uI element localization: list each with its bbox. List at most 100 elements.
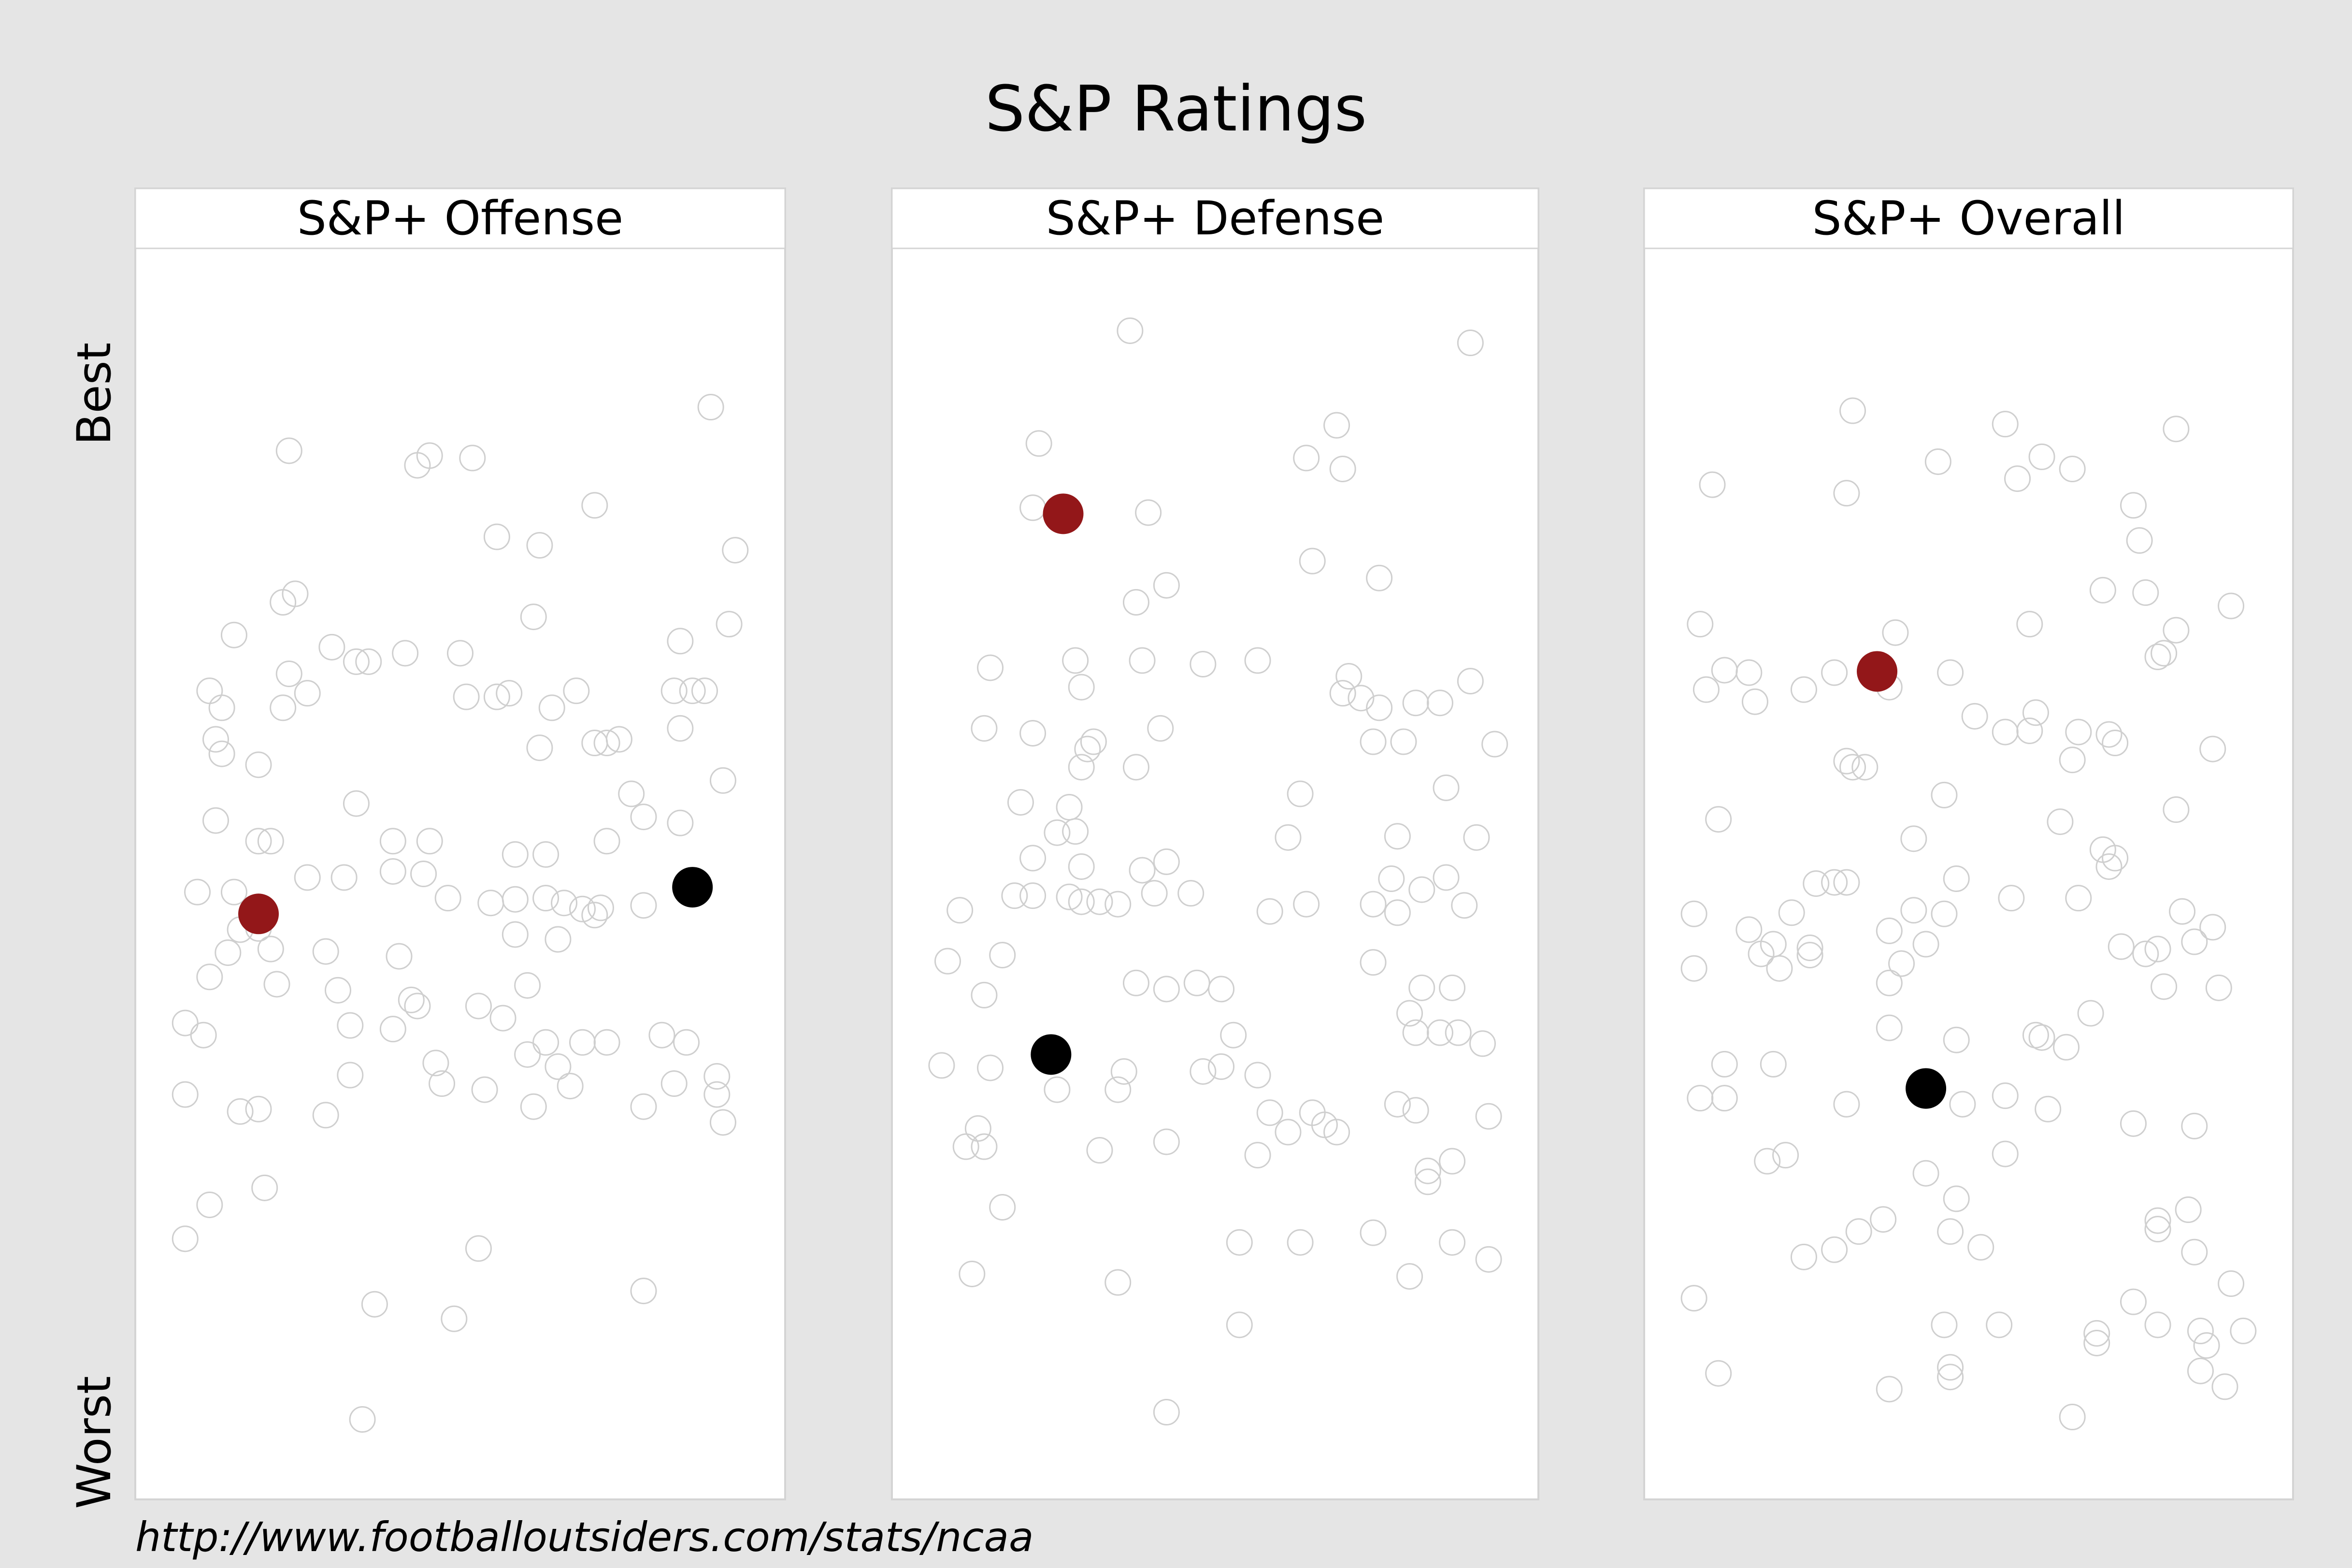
data-point <box>1177 880 1205 907</box>
data-point <box>2144 935 2171 963</box>
data-point <box>1323 1119 1350 1146</box>
panel-s-p-overall: S&P+ Overall <box>1643 187 2294 1500</box>
panel-title: S&P+ Overall <box>1812 191 2125 245</box>
data-point <box>1086 888 1113 915</box>
data-point <box>1821 1236 1848 1263</box>
data-point <box>1275 1119 1302 1146</box>
data-point <box>1293 445 1320 472</box>
data-point <box>1402 1097 1429 1124</box>
data-point <box>392 640 419 667</box>
data-point <box>1833 748 1860 775</box>
data-point <box>2144 1207 2171 1234</box>
data-point <box>2095 721 2123 748</box>
data-point <box>2211 1373 2238 1400</box>
data-point <box>1104 1269 1132 1296</box>
highlight-point-black <box>1031 1034 1072 1075</box>
data-point <box>581 902 608 929</box>
data-point <box>1007 789 1034 816</box>
data-point <box>1433 864 1460 891</box>
data-point <box>330 864 358 891</box>
data-point <box>593 730 620 757</box>
data-point <box>1924 448 1951 475</box>
data-point <box>1961 703 1988 730</box>
data-point <box>184 878 211 906</box>
data-point <box>337 1062 364 1089</box>
data-point <box>1044 819 1071 846</box>
data-point <box>2163 617 2190 644</box>
data-point <box>1748 940 1775 967</box>
data-point <box>2187 1357 2214 1384</box>
data-point <box>964 1115 991 1142</box>
data-point <box>496 680 523 707</box>
data-point <box>1680 1285 1707 1312</box>
data-point <box>1153 1128 1180 1155</box>
data-point <box>294 680 321 707</box>
data-point <box>2163 796 2190 823</box>
data-point <box>343 648 370 675</box>
data-point <box>1135 499 1162 526</box>
data-point <box>202 726 229 753</box>
data-point <box>1104 891 1132 918</box>
data-point <box>557 1073 584 1100</box>
data-point <box>1943 1026 1970 1053</box>
data-point <box>1299 547 1326 575</box>
data-point <box>2193 1332 2220 1359</box>
data-point <box>1439 1148 1466 1175</box>
panel-title: S&P+ Offense <box>297 191 623 245</box>
data-point <box>471 1076 498 1103</box>
data-point <box>1190 650 1217 677</box>
data-point <box>2059 1404 2086 1431</box>
data-point <box>1122 969 1149 996</box>
data-point <box>2181 1238 2208 1266</box>
data-point <box>1692 676 1720 703</box>
data-point <box>1949 1091 1976 1118</box>
data-point <box>2132 579 2159 606</box>
data-point <box>1141 880 1168 907</box>
data-point <box>1153 1398 1180 1425</box>
data-point <box>1287 780 1314 807</box>
data-point <box>1402 690 1429 717</box>
data-point <box>2028 443 2055 470</box>
data-point <box>245 1095 272 1122</box>
data-point <box>959 1260 986 1287</box>
data-point <box>1833 1091 1860 1118</box>
data-point <box>703 1063 731 1090</box>
data-point <box>1876 969 1903 996</box>
data-point <box>1876 1376 1903 1403</box>
data-point <box>1870 1206 1897 1233</box>
data-point <box>1821 869 1848 896</box>
data-point <box>312 1102 339 1129</box>
data-point <box>1408 876 1435 903</box>
data-point <box>1457 668 1484 695</box>
data-point <box>551 890 578 917</box>
data-point <box>2028 1024 2055 1051</box>
data-point <box>483 523 510 550</box>
data-point <box>325 977 351 1004</box>
data-point <box>1937 1354 1964 1381</box>
data-point <box>1293 891 1320 918</box>
data-point <box>526 734 553 762</box>
data-point <box>1110 1058 1137 1085</box>
data-point <box>2022 1021 2049 1049</box>
data-point <box>1414 1168 1441 1195</box>
data-point <box>2230 1317 2257 1344</box>
data-point <box>1457 330 1484 357</box>
data-point <box>1943 1185 1970 1212</box>
data-point <box>1414 1157 1441 1184</box>
data-point <box>1992 411 2019 438</box>
data-point <box>227 1098 254 1125</box>
data-point <box>1402 1019 1429 1046</box>
data-point <box>447 640 473 667</box>
data-point <box>2016 611 2043 638</box>
data-point <box>1348 685 1375 712</box>
data-point <box>349 1406 376 1433</box>
data-point <box>1992 1082 2019 1109</box>
y-axis-labels: Best Worst <box>67 343 121 1509</box>
data-point <box>1256 898 1283 925</box>
highlight-point-black <box>672 867 713 908</box>
data-point <box>1068 853 1095 880</box>
data-point <box>416 828 443 855</box>
data-point <box>1244 1142 1271 1169</box>
data-point <box>1705 1360 1732 1387</box>
data-point <box>532 841 559 868</box>
